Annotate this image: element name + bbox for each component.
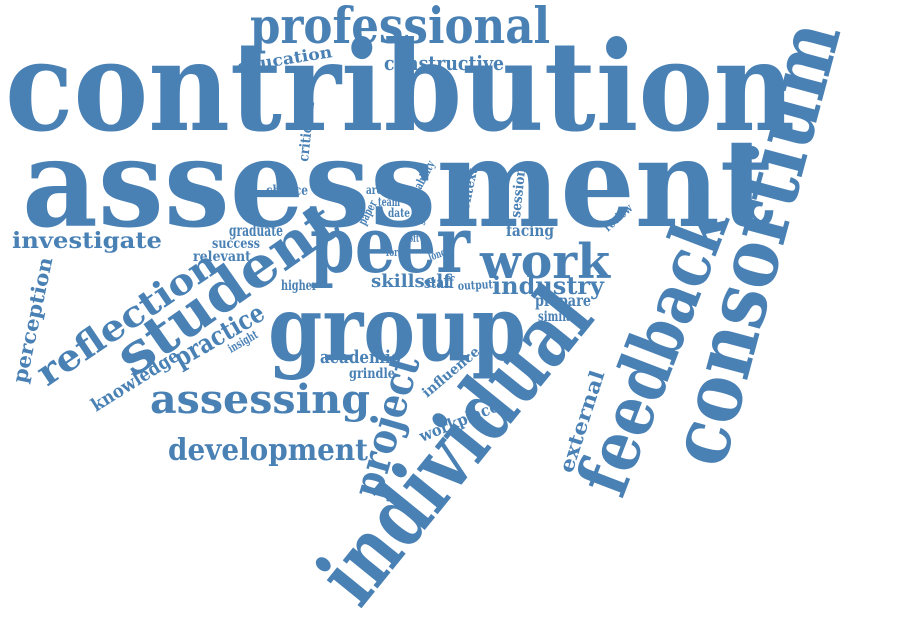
word-grindle: grindle (349, 366, 395, 382)
word-assessing: assessing (150, 376, 370, 423)
word-development: development (168, 433, 368, 468)
word-prepare: prepare (535, 291, 591, 310)
word-skillself: skillself (371, 271, 452, 292)
word-contribution: contribution (5, 15, 795, 160)
word-output: output (457, 277, 493, 293)
word-group: group (268, 276, 526, 382)
word-investigate: investigate (12, 228, 162, 254)
word-work: work (479, 234, 612, 290)
word-soft: soft (405, 234, 419, 245)
word-team: team (378, 195, 400, 209)
word-professional: professional (250, 0, 550, 55)
word-constructive: constructive (384, 51, 504, 75)
word-form: form (386, 246, 406, 259)
word-long: long (427, 245, 449, 263)
word-relevant: relevant (193, 249, 251, 265)
word-date: date (388, 206, 410, 220)
word-area: area (366, 183, 388, 197)
word-assessment: assessment (22, 111, 774, 255)
word-industry: industry (492, 271, 605, 300)
word-graduate: graduate (229, 221, 283, 240)
word-peer: peer (310, 200, 471, 291)
word-group: contributionassessmentindividualconsorti… (5, 0, 860, 623)
word-higher: higher (281, 278, 317, 294)
word-session: session (508, 167, 529, 218)
word-chance: chance (266, 183, 308, 199)
word-staff: staff (424, 273, 455, 292)
word-similar: similar (538, 309, 578, 325)
word-academic: academic (320, 347, 400, 368)
word-success: success (212, 236, 260, 252)
word-criticism: criticism (296, 101, 318, 162)
word-facing: facing (506, 221, 554, 240)
